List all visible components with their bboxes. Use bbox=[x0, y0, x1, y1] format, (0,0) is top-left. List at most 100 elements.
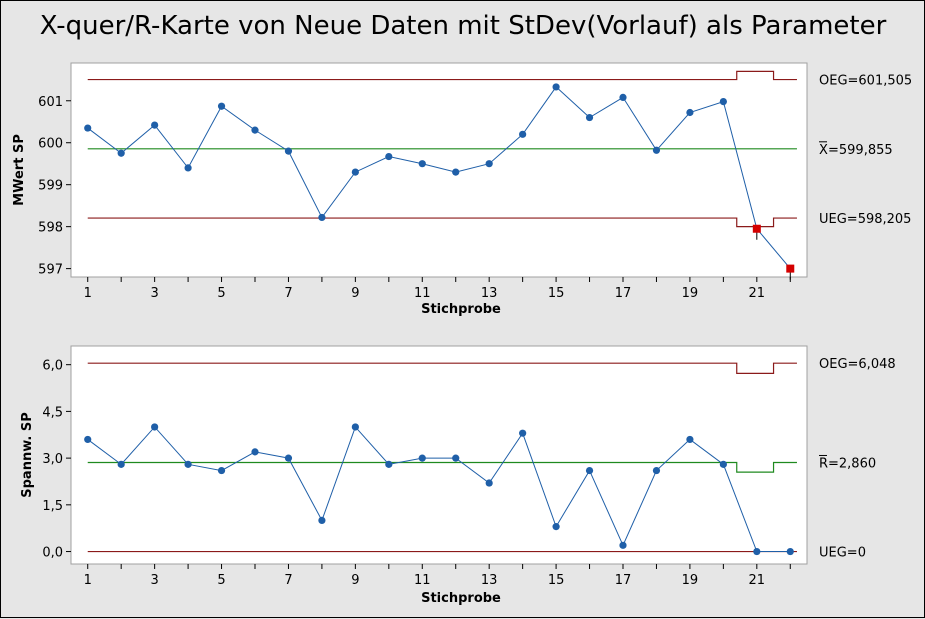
data-point-out-of-control bbox=[752, 224, 761, 233]
lcl-label: UEG=0 bbox=[819, 546, 866, 561]
center-label: =599,855 bbox=[828, 143, 893, 158]
data-point bbox=[585, 113, 594, 122]
data-point bbox=[117, 149, 125, 157]
y-axis-label: MWert SP bbox=[12, 134, 27, 206]
data-point bbox=[217, 466, 226, 475]
data-point bbox=[652, 146, 661, 154]
data-point-out-of-control bbox=[786, 264, 795, 273]
data-point bbox=[151, 121, 159, 129]
x-tick-label: 21 bbox=[749, 573, 766, 588]
lcl-label: UEG=598,205 bbox=[819, 212, 911, 227]
x-tick-label: 13 bbox=[481, 286, 498, 301]
data-point bbox=[452, 454, 460, 462]
center-line bbox=[87, 461, 797, 473]
y-tick-label: 599 bbox=[38, 179, 63, 194]
center-symbol: R bbox=[819, 456, 828, 471]
y-tick-label: 598 bbox=[38, 221, 63, 236]
data-point bbox=[84, 124, 92, 132]
data-point bbox=[151, 423, 159, 431]
x-tick-label: 9 bbox=[351, 573, 359, 588]
data-point bbox=[519, 429, 527, 437]
data-point bbox=[117, 460, 125, 468]
data-point bbox=[385, 460, 393, 468]
data-point bbox=[318, 516, 326, 525]
center-symbol: X bbox=[819, 143, 828, 158]
data-point bbox=[686, 108, 694, 117]
ucl-label: OEG=601,505 bbox=[819, 74, 912, 89]
data-point bbox=[552, 523, 560, 531]
data-point bbox=[719, 460, 727, 468]
series-line bbox=[87, 86, 791, 269]
x-tick-label: 5 bbox=[217, 286, 225, 301]
x-tick-label: 11 bbox=[414, 573, 431, 588]
series-line bbox=[87, 426, 791, 553]
y-tick-label: 1,5 bbox=[42, 499, 63, 514]
x-axis-label: Stichprobe bbox=[421, 302, 501, 317]
data-point bbox=[753, 547, 761, 556]
plot-area bbox=[70, 62, 808, 278]
range-panel: 0,01,53,04,56,01 3 5 7 9 11 13 15 17 19 21Stichpro… bbox=[20, 345, 896, 606]
center-label: =2,860 bbox=[828, 456, 876, 471]
x-tick-label: 3 bbox=[150, 286, 158, 301]
ucl-line bbox=[87, 70, 797, 81]
x-tick-label: 19 bbox=[682, 573, 699, 588]
data-point bbox=[652, 466, 661, 475]
data-point bbox=[284, 147, 293, 155]
x-tick-label: 15 bbox=[548, 286, 565, 301]
y-tick-label: 4,5 bbox=[42, 405, 63, 420]
y-tick-label: 597 bbox=[38, 263, 63, 278]
data-point bbox=[251, 126, 259, 134]
x-tick-label: 17 bbox=[615, 573, 632, 588]
data-point bbox=[318, 213, 326, 222]
data-point bbox=[284, 454, 293, 462]
x-tick-label: 7 bbox=[284, 286, 292, 301]
data-point bbox=[619, 93, 627, 102]
data-point bbox=[184, 460, 192, 468]
data-point bbox=[519, 130, 527, 138]
y-tick-label: 6,0 bbox=[42, 359, 63, 374]
x-tick-label: 13 bbox=[481, 573, 498, 588]
x-tick-label: 1 bbox=[84, 573, 92, 588]
data-point bbox=[686, 435, 694, 444]
data-point bbox=[719, 98, 727, 106]
x-tick-label: 21 bbox=[749, 286, 766, 301]
y-tick-label: 0,0 bbox=[42, 546, 63, 561]
x-axis-label: Stichprobe bbox=[421, 591, 501, 606]
ucl-label: OEG=6,048 bbox=[819, 357, 896, 372]
data-point bbox=[418, 454, 426, 462]
data-point bbox=[786, 547, 794, 556]
x-tick-label: 9 bbox=[351, 286, 359, 301]
data-point bbox=[351, 168, 359, 176]
data-point bbox=[217, 102, 226, 110]
data-point bbox=[84, 435, 92, 444]
x-tick-label: 7 bbox=[284, 573, 292, 588]
data-point bbox=[418, 160, 426, 168]
y-tick-label: 601 bbox=[38, 95, 63, 110]
data-point bbox=[552, 83, 560, 91]
x-tick-label: 5 bbox=[217, 573, 225, 588]
data-point bbox=[251, 448, 259, 456]
data-point bbox=[452, 168, 460, 176]
data-point bbox=[385, 152, 393, 161]
y-tick-label: 600 bbox=[38, 137, 63, 152]
plot-area bbox=[70, 345, 808, 565]
y-tick-label: 3,0 bbox=[42, 452, 63, 467]
data-point bbox=[485, 479, 493, 487]
x-tick-label: 1 bbox=[84, 286, 92, 301]
x-tick-label: 17 bbox=[615, 286, 632, 301]
x-tick-label: 15 bbox=[548, 573, 565, 588]
data-point bbox=[485, 160, 493, 168]
x-tick-label: 19 bbox=[682, 286, 699, 301]
x-tick-label: 3 bbox=[150, 573, 158, 588]
data-point bbox=[619, 541, 627, 549]
data-point bbox=[184, 164, 192, 172]
data-point bbox=[585, 466, 594, 475]
chart-title: X-quer/R-Karte von Neue Daten mit StDev(… bbox=[40, 11, 887, 41]
ucl-line bbox=[87, 362, 797, 375]
x-tick-label: 11 bbox=[414, 286, 431, 301]
data-point bbox=[351, 423, 359, 431]
y-axis-label: Spannw. SP bbox=[20, 412, 35, 497]
